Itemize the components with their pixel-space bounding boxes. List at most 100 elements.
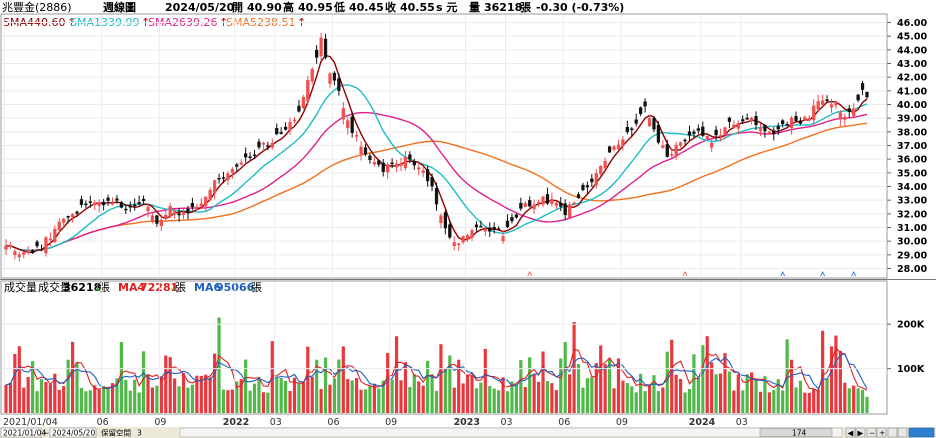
volume-bar	[381, 380, 385, 413]
volume-bar	[141, 351, 146, 413]
volume-bar	[221, 389, 226, 413]
event-markers	[527, 270, 857, 277]
volume-bar	[403, 362, 408, 413]
volume-bar	[359, 389, 363, 413]
price-tick-label: 35.00	[897, 168, 927, 179]
candle-body	[84, 203, 88, 206]
volume-bar	[838, 350, 842, 413]
candle-body	[865, 91, 869, 98]
volume-bar	[789, 359, 794, 413]
candle-body	[363, 147, 368, 155]
candle-body	[665, 144, 669, 157]
volume-bar	[599, 345, 603, 413]
scroll-right-button[interactable]	[855, 427, 866, 438]
volume-bar	[226, 390, 230, 413]
candle-body	[221, 177, 226, 179]
volume-bar	[306, 346, 310, 413]
candle-body	[168, 206, 172, 217]
volume-bar	[829, 346, 834, 413]
volume-bar	[639, 373, 643, 413]
volume-bar	[812, 389, 816, 413]
scroll-track[interactable]	[179, 427, 843, 438]
candle-body	[390, 162, 394, 165]
volume-bar	[292, 377, 297, 413]
candle-body	[452, 242, 456, 246]
volume-bar	[754, 378, 758, 413]
candle-body	[430, 177, 434, 187]
candle-body	[674, 144, 678, 156]
candle-body	[88, 201, 92, 203]
volume-bar	[519, 360, 523, 413]
volume-bar	[75, 362, 79, 413]
event-marker	[780, 270, 786, 277]
volume-bar	[798, 380, 803, 413]
price-tick-label: 44.00	[897, 45, 927, 56]
volume-bar	[137, 392, 141, 413]
volume-bar	[541, 351, 545, 413]
end-date-field[interactable]	[49, 427, 97, 438]
volume-bar	[426, 360, 430, 413]
volume-bar	[434, 390, 439, 413]
candle-body	[718, 135, 723, 137]
volume-tick-label: 200K	[897, 320, 925, 331]
volume-bar	[159, 376, 163, 413]
volume-unit: 張	[520, 1, 532, 14]
quote-date: 2024/05/20	[165, 1, 235, 14]
scroll-left-button[interactable]	[845, 427, 856, 438]
candle-body	[678, 142, 683, 146]
volume-value: 36218	[484, 1, 522, 14]
candle-body	[621, 139, 625, 146]
grid-toggle-button[interactable]	[887, 427, 898, 438]
candle-body	[128, 205, 132, 208]
x-tick-label: 2024	[689, 417, 716, 428]
volume-bar	[603, 364, 607, 413]
candle-body	[17, 254, 21, 258]
zoom-in-button[interactable]	[876, 427, 887, 438]
candle-body	[239, 162, 243, 165]
candle-body	[270, 142, 274, 148]
candle-body	[310, 69, 314, 82]
price-tick-label: 29.00	[897, 250, 927, 261]
price-axis: 28.00 29.00 30.00 31.00 32.00 33.00 34.00 35.00…	[887, 18, 927, 275]
volume-bar	[102, 385, 106, 413]
start-date-field[interactable]	[0, 427, 42, 438]
volume-bar	[13, 353, 17, 413]
candle-body	[386, 164, 390, 173]
mode-button[interactable]	[908, 427, 935, 438]
volume-bar	[674, 374, 678, 413]
volume-bar	[368, 385, 372, 413]
candle-body	[31, 250, 35, 253]
volume-bar	[239, 379, 243, 413]
candle-body	[683, 139, 687, 142]
volume-bar	[332, 378, 337, 413]
candle-body	[164, 214, 168, 219]
candle-body	[279, 131, 283, 134]
volume-bar	[288, 390, 292, 413]
candle-body	[594, 173, 598, 186]
volume-bar	[173, 378, 177, 413]
volume-bar	[483, 348, 487, 413]
event-marker	[820, 270, 826, 277]
candle-body	[536, 201, 541, 204]
volume-bar	[767, 392, 771, 413]
candle-body	[443, 212, 448, 229]
volume-bar	[346, 379, 350, 413]
candle-body	[368, 155, 372, 160]
volume-bar	[479, 382, 483, 413]
price-tick-label: 45.00	[897, 32, 927, 43]
volume-bar	[164, 355, 168, 413]
settings-button[interactable]	[897, 427, 908, 438]
x-tick-label: 2023	[454, 417, 480, 428]
candle-body	[545, 194, 550, 204]
volume-bar	[701, 345, 705, 413]
volume-bar	[443, 370, 447, 413]
zoom-out-button[interactable]	[866, 427, 877, 438]
volume-bar	[634, 392, 638, 413]
candle-body	[425, 169, 430, 182]
scroll-thumb[interactable]	[759, 428, 833, 437]
candle-body	[48, 238, 53, 241]
volume-bar	[79, 387, 84, 413]
candle-body	[248, 156, 252, 158]
ma4-legend-unit: 張	[175, 281, 186, 294]
candle-body	[377, 160, 381, 165]
